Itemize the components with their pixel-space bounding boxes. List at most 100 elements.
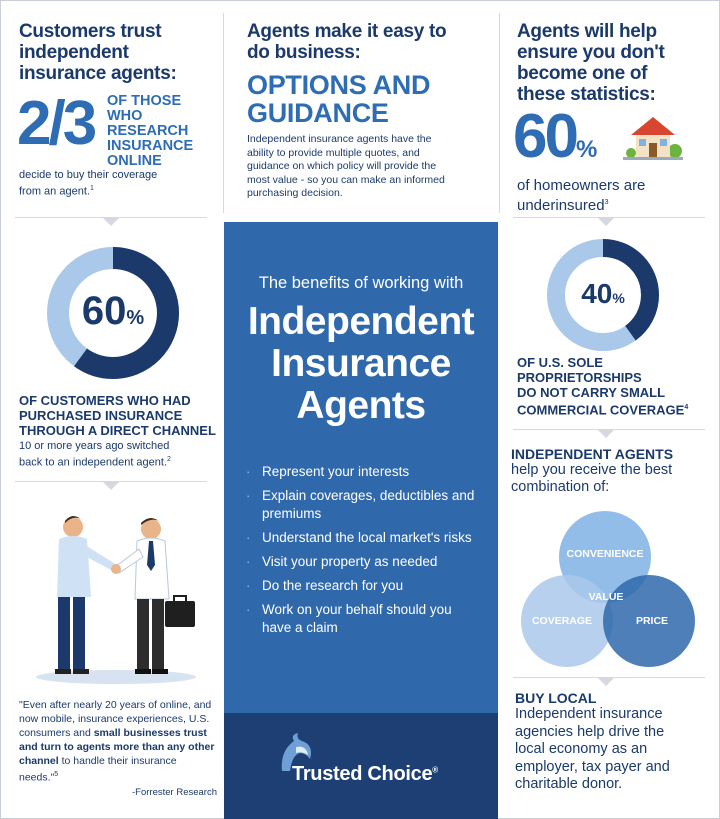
- top-left-title: Customers trust independent insurance ag…: [19, 21, 219, 84]
- top-right-caption: of homeowners are underinsured3: [517, 177, 713, 214]
- venn-diagram: [521, 511, 695, 667]
- quote-emphasis: small businesses trust and turn to agent…: [19, 727, 215, 767]
- top-right-section: Agents will help ensure you don't become…: [513, 21, 713, 214]
- divider-arrow: [597, 429, 615, 438]
- handshake-illustration: [36, 516, 196, 684]
- footnote-ref: 4: [684, 404, 689, 411]
- divider: [223, 13, 224, 213]
- body-line: Independent insurance: [515, 706, 663, 722]
- divider-arrow: [597, 677, 615, 686]
- footnote-ref: 1: [89, 185, 94, 192]
- title-line: do business:: [247, 42, 361, 63]
- footnote-ref: 3: [604, 199, 609, 206]
- divider: [499, 13, 500, 213]
- bullet-icon: ·: [246, 554, 251, 569]
- venn-heading: INDEPENDENT AGENTS: [511, 446, 674, 462]
- benefit-item: · Visit your property as needed: [246, 554, 438, 569]
- title-line: independent: [19, 42, 129, 63]
- heading-line: OPTIONS AND: [247, 70, 431, 100]
- panel-heading: Independent Insurance Agents: [224, 301, 498, 427]
- body-line: charitable donor.: [515, 776, 623, 792]
- divider-arrow: [597, 217, 615, 226]
- homeowners-stat: 60%: [513, 106, 598, 168]
- body-line: most value - so you can make an informed: [247, 173, 445, 186]
- caps-line: purchased insurance: [19, 408, 183, 423]
- donut-unit: %: [126, 307, 145, 329]
- caption-line: 10 or more years ago switched: [19, 440, 170, 452]
- top-middle-title: Agents make it easy to do business:: [247, 21, 487, 63]
- body-line: ability to provide multiple quotes, and: [247, 146, 420, 159]
- title-line: Customers trust: [19, 21, 162, 42]
- venn-intro: INDEPENDENT AGENTS help you receive the …: [511, 447, 711, 496]
- donut-label: 60%: [45, 289, 181, 334]
- left-donut-caption: of customers who had purchased insurance…: [19, 393, 219, 470]
- title-line: become one of: [517, 63, 648, 84]
- benefit-item: · Represent your interests: [246, 464, 410, 479]
- fraction-line: of those: [107, 93, 182, 109]
- caption-line: from an agent.: [19, 185, 90, 198]
- buy-local-body: Independent insurance agencies help driv…: [515, 706, 715, 794]
- heading-line: GUIDANCE: [247, 98, 389, 128]
- venn-circle-price: [603, 575, 695, 667]
- fraction-line: who research: [107, 108, 189, 139]
- logo-wordmark: Trusted Choice®: [292, 763, 438, 785]
- house-icon: [623, 117, 683, 160]
- divider-arrow: [102, 217, 120, 226]
- donut-value-arc: [547, 239, 659, 351]
- caption-line: back to an independent agent.: [19, 456, 168, 469]
- fraction-line: online: [107, 153, 162, 169]
- caption-line: of homeowners are: [517, 177, 646, 194]
- donut-number: 60: [81, 289, 127, 333]
- footnote-ref: 2: [167, 456, 171, 463]
- donut-value-arc: [47, 247, 179, 379]
- venn-label-value: VALUE: [588, 591, 624, 603]
- forrester-quote: "Even after nearly 20 years of online, a…: [19, 698, 217, 800]
- top-left-caption: decide to buy their coverage from an age…: [19, 168, 219, 199]
- donut-number: 40: [581, 278, 613, 309]
- benefits-list: · Represent your interests · Explain cover…: [242, 463, 482, 637]
- title-line: Agents make it easy to: [247, 21, 447, 42]
- venn-intro-line: help you receive the best: [511, 462, 673, 478]
- caption-line: underinsured: [517, 197, 605, 214]
- body-line: employer, tax payer and: [515, 758, 670, 775]
- benefit-item: · Work on your behalf should you have a c…: [246, 602, 452, 635]
- title-line: these statistics:: [517, 84, 656, 105]
- bullet-icon: ·: [246, 578, 251, 593]
- donut-chart-40: [547, 239, 659, 351]
- quote-source: -Forrester Research: [132, 786, 217, 798]
- eagle-logo-icon: [281, 733, 311, 771]
- body-line: Independent insurance agents have the: [247, 133, 432, 145]
- body-line: guidance on which policy will provide th…: [247, 160, 437, 172]
- caps-line: do not carry small: [517, 385, 666, 400]
- caps-line: of customers who had: [19, 393, 191, 408]
- venn-circle-coverage: [521, 575, 613, 667]
- top-middle-section: Agents make it easy to do business: OPTI…: [247, 21, 487, 201]
- venn-label-price: PRICE: [635, 615, 669, 627]
- stat-unit: %: [575, 136, 598, 163]
- fraction-stat: 2/3: [17, 89, 97, 158]
- title-line: Agents will help: [517, 21, 657, 42]
- bullet-icon: ·: [246, 602, 251, 617]
- footnote-ref: 5: [54, 771, 59, 778]
- venn-intro-line: combination of:: [511, 479, 610, 495]
- caps-line: proprietorships: [517, 370, 642, 385]
- body-line: local economy as an: [515, 741, 648, 757]
- stat-number: 60: [513, 102, 579, 171]
- top-middle-body: Independent insurance agents have the ab…: [247, 133, 487, 201]
- venn-label-coverage: COVERAGE: [531, 615, 593, 627]
- panel-subtitle: The benefits of working with: [258, 274, 464, 292]
- title-line: insurance agents:: [19, 63, 177, 84]
- benefit-item: · Understand the local market's risks: [246, 530, 472, 545]
- top-right-title: Agents will help ensure you don't become…: [517, 21, 713, 105]
- donut-unit: %: [612, 290, 625, 306]
- heading-line: Independent: [247, 300, 475, 343]
- options-guidance-heading: OPTIONS AND GUIDANCE: [247, 71, 487, 127]
- caps-line: through a direct channel: [19, 423, 216, 438]
- venn-label-convenience: CONVENIENCE: [566, 548, 644, 560]
- body-line: purchasing decision.: [247, 187, 343, 199]
- caps-line: commercial coverage: [517, 402, 685, 418]
- buy-local-section: BUY LOCAL Independent insurance agencies…: [515, 691, 715, 794]
- caps-line: of U.S. sole: [517, 355, 603, 370]
- heading-line: Insurance: [271, 342, 451, 385]
- donut-label: 40%: [545, 278, 661, 310]
